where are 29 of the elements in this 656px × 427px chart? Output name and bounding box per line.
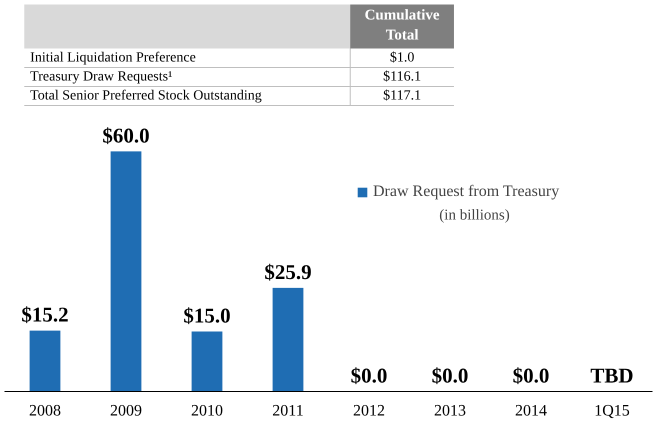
x-tick-label: 2008 — [29, 402, 61, 420]
text: Total Senior Preferred Stock Outstanding — [30, 88, 262, 104]
text: $116.1 — [383, 70, 422, 84]
data-label: $60.0 — [102, 123, 150, 148]
data-label: $0.0 — [512, 364, 550, 388]
x-tick-label: 2009 — [110, 402, 142, 420]
text: $117.1 — [383, 88, 422, 104]
data-label: $0.0 — [432, 364, 468, 388]
text: TBD — [590, 364, 634, 388]
text: $1.0 — [390, 50, 414, 66]
annotation: (in billions) — [439, 208, 510, 224]
bar — [30, 330, 60, 392]
text: Cumulative Total — [364, 8, 440, 44]
bar — [192, 331, 222, 392]
x-tick-label: 2013 — [434, 402, 466, 420]
data-label: $15.0 — [183, 303, 231, 328]
x-tick-label: 1Q15 — [594, 402, 630, 420]
x-tick-label: 2014 — [515, 402, 547, 420]
x-tick-label: 2012 — [353, 402, 385, 420]
x-tick-label: 2011 — [272, 402, 304, 420]
x-tick-label: 2010 — [191, 402, 223, 420]
bar — [272, 288, 304, 392]
text: Initial Liquidation Preference — [30, 50, 196, 66]
legend-label: Draw Request from Treasury — [373, 183, 560, 201]
text: Treasury Draw Requests¹ — [30, 70, 172, 84]
data-label: $25.9 — [264, 260, 312, 284]
data-label: $15.2 — [21, 302, 69, 327]
bar — [110, 151, 142, 392]
data-label: $0.0 — [350, 364, 388, 388]
